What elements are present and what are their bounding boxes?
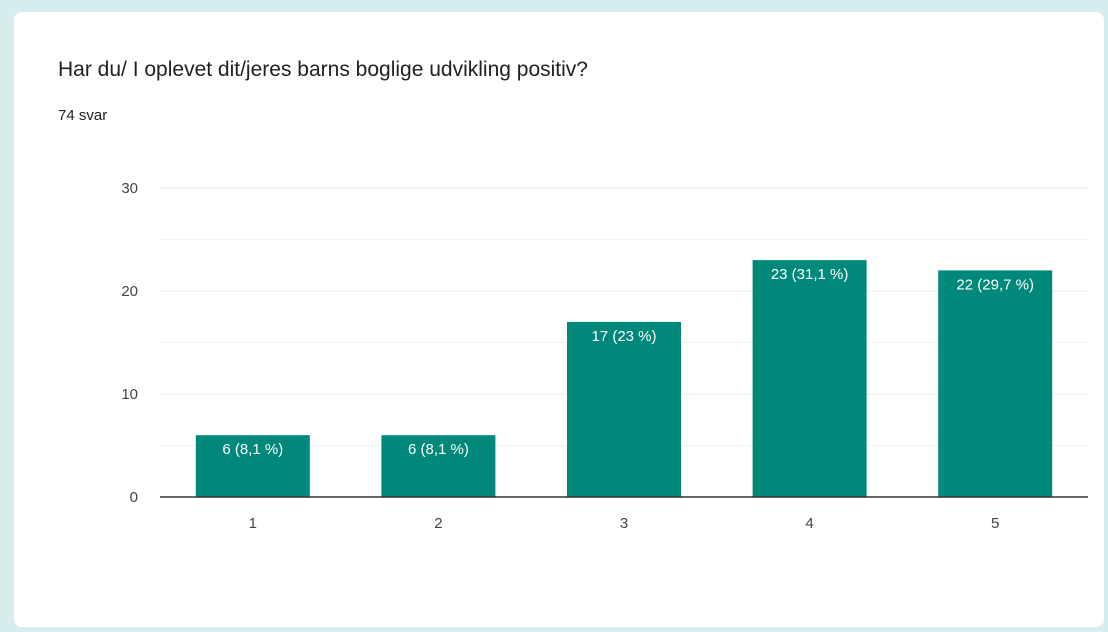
bar-chart: 0 10 20 30 1 2 3 4 5 6 (8,1 %) 6 (8,1 %) 17 (23 %… [121,180,1088,532]
bar [752,260,867,497]
bar [195,435,310,497]
y-tick-label: 10 [121,386,138,403]
bar-value-label: 17 (23 %) [591,328,656,345]
y-tick-label: 0 [130,489,138,506]
bar [567,321,681,497]
bar-value-label: 22 (29,7 %) [956,276,1034,293]
bar-data-labels: 6 (8,1 %) 6 (8,1 %) 17 (23 %) 23 (31,1 %) 22… [222,266,1034,458]
x-tick-label: 1 [249,515,257,532]
chart-card: Har du/ I oplevet dit/jeres barns boglig… [14,12,1104,627]
bar-value-label: 6 (8,1 %) [408,441,469,458]
x-tick-label: 4 [805,515,813,532]
bar-value-label: 23 (31,1 %) [771,266,849,283]
response-count: 74 svar [58,107,108,124]
x-tick-label: 5 [991,515,999,532]
y-tick-label: 30 [121,180,138,197]
x-tick-label: 3 [620,515,628,532]
x-tick-label: 2 [434,515,442,532]
bars [195,260,1053,497]
y-tick-label: 20 [121,283,138,300]
bar [381,435,496,497]
x-axis-ticks: 1 2 3 4 5 [249,515,1000,532]
question-title: Har du/ I oplevet dit/jeres barns boglig… [58,58,588,81]
bar-value-label: 6 (8,1 %) [222,441,283,458]
y-axis-ticks: 0 10 20 30 [121,180,138,506]
bar [938,270,1053,497]
